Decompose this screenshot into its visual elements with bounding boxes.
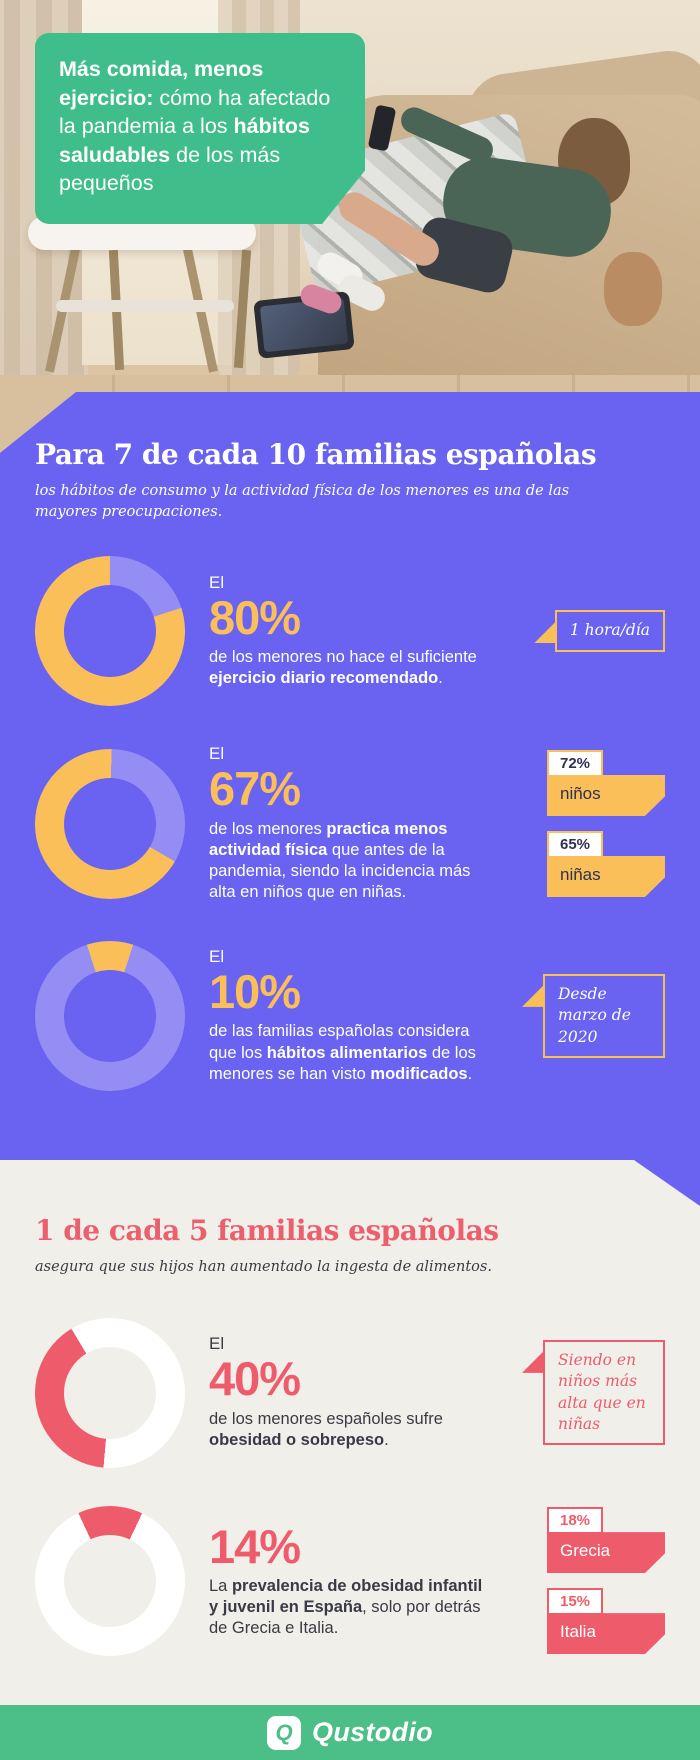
qustodio-wordmark: Qustodio bbox=[312, 1717, 433, 1747]
stat-percentage: 40% bbox=[209, 1352, 301, 1406]
stat-description: de los menores españoles sufre obesidad … bbox=[209, 1409, 443, 1449]
section-light: 1 de cada 5 familias españolas asegura q… bbox=[0, 1160, 700, 1705]
tag-ninas: 65% niñas bbox=[547, 831, 665, 898]
stat-aside: Desde marzo de 2020 bbox=[543, 973, 665, 1058]
section-subtitle: los hábitos de consumo y la actividad fí… bbox=[35, 483, 570, 520]
stat-description: de los menores no hace el suficiente eje… bbox=[209, 648, 477, 688]
stat-aside: Siendo en niños más alta que en niñas bbox=[543, 1339, 665, 1446]
tag-percentage: 18% bbox=[547, 1507, 604, 1535]
tag-percentage: 15% bbox=[547, 1588, 604, 1616]
donut-chart-67 bbox=[35, 748, 185, 899]
callout-siendo-en-ninos: Siendo en niños más alta que en niñas bbox=[543, 1339, 665, 1446]
gender-tags: 72% niños 65% niñas bbox=[547, 750, 665, 898]
country-tags: 18% Grecia 15% Italia bbox=[547, 1507, 665, 1655]
purple-corner-wedge bbox=[634, 1160, 700, 1206]
stat-article: El bbox=[209, 744, 225, 764]
qustodio-logo-icon: Q bbox=[267, 1715, 302, 1750]
stat-percentage: 67% bbox=[209, 762, 301, 816]
tag-label: Grecia bbox=[547, 1532, 665, 1574]
donut-chart-10 bbox=[35, 940, 185, 1091]
stat-aside: 72% niños 65% niñas bbox=[547, 750, 665, 898]
headline-bold-1: Más comida, menos ejercicio: bbox=[59, 57, 264, 110]
tag-label: niños bbox=[547, 775, 665, 817]
stat-text: El 67% de los menores practica menos act… bbox=[209, 744, 491, 903]
stat-description: La prevalencia de obesidad infantil y ju… bbox=[209, 1577, 483, 1638]
callout-1-hora-dia: 1 hora/día bbox=[554, 610, 665, 652]
stat-percentage: 14% bbox=[209, 1519, 301, 1573]
footer: Q Qustodio bbox=[0, 1705, 700, 1760]
stat-description: de las familias españolas considera que … bbox=[209, 1022, 476, 1083]
stat-text: El 80% de los menores no hace el suficie… bbox=[209, 573, 491, 690]
stat-row-80: El 80% de los menores no hace el suficie… bbox=[35, 556, 665, 707]
tag-ninos: 72% niños bbox=[547, 750, 665, 817]
tag-label: Italia bbox=[547, 1613, 665, 1655]
stat-row-14: 14% La prevalencia de obesidad infantil … bbox=[35, 1505, 665, 1656]
stat-text: El 40% de los menores españoles sufre ob… bbox=[209, 1334, 491, 1451]
tag-label: niñas bbox=[547, 856, 665, 898]
headline-bold-2: hábitos saludables bbox=[59, 114, 310, 167]
tag-percentage: 72% bbox=[547, 750, 604, 778]
stat-text: 14% La prevalencia de obesidad infantil … bbox=[209, 1519, 491, 1640]
photo-teddy-bear bbox=[604, 252, 662, 326]
hero-photo: Más comida, menos ejercicio: cómo ha afe… bbox=[0, 0, 700, 455]
stat-row-67: El 67% de los menores practica menos act… bbox=[35, 744, 665, 903]
section-purple: Para 7 de cada 10 familias españolas los… bbox=[0, 392, 700, 1160]
stat-percentage: 80% bbox=[209, 590, 301, 644]
section-title: 1 de cada 5 familias españolas bbox=[35, 1214, 499, 1247]
donut-chart-80 bbox=[35, 556, 185, 707]
stat-aside: 18% Grecia 15% Italia bbox=[547, 1507, 665, 1655]
stat-description: de los menores practica menos actividad … bbox=[209, 819, 471, 901]
stat-text: El 10% de las familias españolas conside… bbox=[209, 947, 491, 1085]
stat-row-40: El 40% de los menores españoles sufre ob… bbox=[35, 1317, 665, 1468]
tag-italia: 15% Italia bbox=[547, 1588, 665, 1655]
stat-aside: 1 hora/día bbox=[554, 610, 665, 652]
section-subtitle: asegura que sus hijos han aumentado la i… bbox=[35, 1259, 492, 1275]
headline-text: cómo ha afectado la pandemia a los bbox=[59, 85, 331, 139]
headline-tail: de los más pequeños bbox=[59, 142, 281, 196]
donut-chart-14 bbox=[35, 1505, 185, 1656]
donut-chart-40 bbox=[35, 1317, 185, 1468]
stat-article: El bbox=[209, 947, 225, 967]
tag-percentage: 65% bbox=[547, 831, 604, 859]
headline-card: Más comida, menos ejercicio: cómo ha afe… bbox=[35, 33, 365, 224]
stat-row-10: El 10% de las familias españolas conside… bbox=[35, 940, 665, 1091]
stat-article: El bbox=[209, 572, 225, 592]
callout-desde-marzo: Desde marzo de 2020 bbox=[543, 973, 665, 1058]
tag-grecia: 18% Grecia bbox=[547, 1507, 665, 1574]
section-title: Para 7 de cada 10 familias españolas bbox=[35, 438, 597, 471]
photo-table-shelf bbox=[56, 300, 234, 312]
stat-percentage: 10% bbox=[209, 965, 301, 1019]
stat-article: El bbox=[209, 1334, 225, 1354]
